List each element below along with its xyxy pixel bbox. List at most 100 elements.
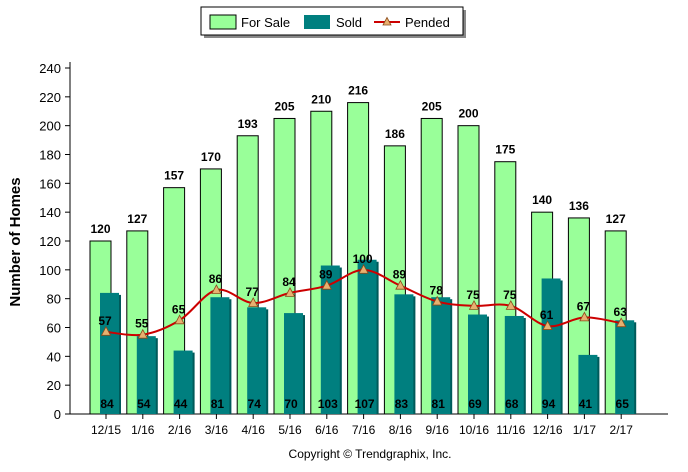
pended-value-label: 61	[540, 308, 554, 322]
x-tick-label: 8/16	[389, 423, 413, 437]
x-tick-label: 12/16	[533, 423, 563, 437]
legend-label-pended: Pended	[405, 15, 450, 30]
for-sale-value-label: 205	[422, 99, 442, 113]
sold-bar	[100, 292, 119, 414]
sold-value-label: 44	[174, 397, 188, 411]
pended-value-label: 86	[209, 272, 223, 286]
for-sale-value-label: 205	[274, 99, 294, 113]
sold-value-label: 54	[137, 397, 151, 411]
sold-value-label: 65	[616, 397, 630, 411]
sold-value-label: 83	[395, 397, 409, 411]
sold-bar	[615, 320, 635, 414]
pended-marker	[395, 279, 406, 290]
pended-value-label: 75	[503, 288, 517, 302]
for-sale-value-label: 216	[348, 84, 368, 98]
sold-bar	[504, 315, 524, 414]
sold-value-label: 70	[284, 397, 298, 411]
pended-value-label: 75	[466, 288, 480, 302]
pended-value-label: 78	[430, 284, 444, 298]
pended-marker	[211, 284, 222, 294]
sold-bar	[468, 314, 487, 414]
x-tick-label: 4/16	[242, 423, 266, 437]
sold-bar	[320, 265, 340, 414]
for-sale-value-label: 127	[127, 212, 147, 226]
for-sale-value-label: 170	[201, 150, 221, 164]
pended-marker	[358, 263, 369, 274]
y-tick-label: 220	[39, 90, 61, 105]
x-tick-label: 2/16	[168, 423, 192, 437]
pended-value-label: 89	[393, 268, 407, 282]
sold-value-label: 74	[248, 397, 262, 411]
pended-marker	[174, 314, 185, 325]
pended-marker	[100, 325, 112, 336]
for-sale-value-label: 120	[90, 222, 110, 236]
pended-series	[100, 263, 627, 339]
sold-value-label: 81	[432, 397, 446, 411]
y-tick-label: 240	[39, 61, 61, 76]
sold-bar	[173, 350, 193, 414]
pended-marker	[248, 297, 259, 307]
x-tick-label: 1/17	[573, 423, 597, 437]
y-tick-label: 180	[39, 148, 61, 163]
sold-bar	[431, 297, 451, 414]
for-sale-value-label: 210	[311, 92, 331, 106]
pended-marker	[616, 317, 627, 328]
for-sale-value-label: 193	[238, 117, 258, 131]
sold-bar	[210, 297, 230, 414]
legend-marker-pended	[382, 16, 392, 26]
y-tick-label: 20	[47, 378, 61, 393]
y-tick-label: 160	[39, 176, 61, 191]
y-tick-label: 100	[39, 263, 61, 278]
pended-marker	[468, 300, 480, 310]
y-tick-label: 60	[47, 321, 61, 336]
pended-value-label: 55	[135, 317, 149, 331]
legend-box	[200, 6, 464, 36]
pended-value-label: 65	[172, 302, 186, 316]
x-tick-label: 5/16	[278, 423, 302, 437]
sold-value-label: 69	[468, 397, 482, 411]
sold-value-label: 94	[542, 397, 556, 411]
sold-bar	[284, 313, 303, 414]
y-tick-label: 140	[39, 205, 61, 220]
sold-bar	[541, 278, 561, 414]
x-tick-label: 10/16	[459, 423, 489, 437]
pended-value-label: 84	[282, 275, 296, 289]
x-tick-label: 7/16	[352, 423, 376, 437]
pended-value-label: 67	[577, 299, 591, 313]
y-axis: 0 20 40 60 80 100 120 140 160 180 200 220 240	[39, 61, 71, 422]
y-tick-label: 120	[39, 234, 61, 249]
sold-bar	[578, 354, 598, 414]
legend: For Sale Sold Pended	[200, 6, 466, 38]
y-tick-label: 80	[47, 292, 61, 307]
sold-series	[100, 259, 637, 414]
sold-value-label: 81	[211, 397, 225, 411]
for-sale-value-label: 140	[532, 193, 552, 207]
copyright-text: Copyright © Trendgraphix, Inc.	[289, 447, 452, 461]
x-axis: 12/15 1/16 2/16 3/16 4/16 5/16 6/16 7/16 8/16 9/1…	[70, 413, 668, 437]
sold-value-label: 41	[579, 397, 593, 411]
pended-marker	[321, 279, 332, 290]
x-tick-label: 9/16	[426, 423, 450, 437]
pended-marker	[579, 311, 590, 322]
y-tick-label: 40	[47, 349, 61, 364]
pended-marker	[505, 300, 516, 310]
pended-marker	[137, 328, 148, 339]
sold-value-label: 103	[318, 397, 338, 411]
x-tick-label: 3/16	[205, 423, 229, 437]
sold-value-label: 107	[355, 397, 375, 411]
y-tick-label: 0	[54, 407, 61, 422]
pended-marker	[284, 287, 296, 297]
x-tick-label: 6/16	[315, 423, 339, 437]
sold-value-label: 84	[100, 397, 114, 411]
legend-swatch-for-sale	[209, 14, 237, 30]
x-tick-label: 2/17	[610, 423, 634, 437]
sold-bar	[394, 294, 414, 414]
x-tick-label: 11/16	[496, 423, 525, 437]
pended-value-label: 57	[98, 314, 112, 328]
legend-label-for-sale: For Sale	[241, 15, 290, 30]
for-sale-value-label: 136	[569, 199, 589, 213]
for-sale-value-label: 157	[164, 169, 184, 183]
for-sale-value-label: 127	[606, 212, 626, 226]
for-sale-value-label: 186	[385, 127, 405, 141]
